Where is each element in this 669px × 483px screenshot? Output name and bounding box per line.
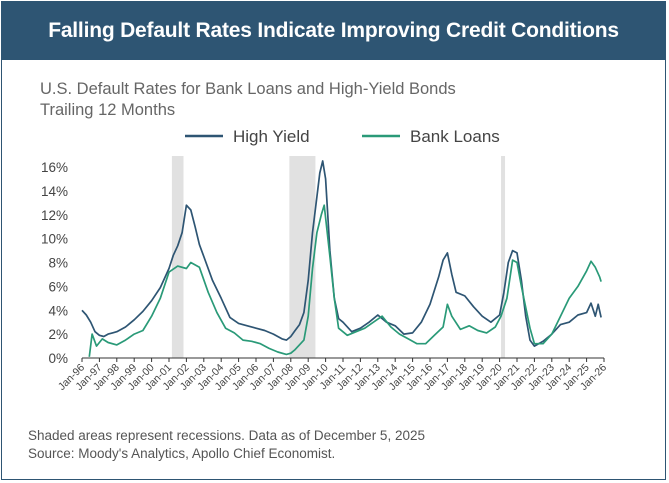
high-yield-line	[81, 160, 602, 347]
bank-loans-line	[88, 204, 602, 357]
chart-subtitle-line: Trailing 12 Months	[40, 101, 176, 119]
source-note: Source: Moody's Analytics, Apollo Chief …	[28, 446, 336, 461]
recession-band-3	[501, 156, 506, 358]
page-title: Falling Default Rates Indicate Improving…	[2, 2, 665, 60]
recession-band-2	[289, 156, 316, 358]
y-tick-label: 16%	[41, 160, 68, 175]
footnotes: Shaded areas represent recessions. Data …	[28, 427, 425, 463]
recession-band-1	[171, 156, 184, 358]
series-lines	[81, 160, 602, 357]
y-tick-label: 12%	[41, 208, 68, 223]
chart-title: U.S. Default Rates for Bank Loans and Hi…	[40, 80, 456, 98]
y-tick-label: 10%	[41, 232, 68, 247]
recession-bands	[171, 156, 506, 358]
legend-label-bank-loans: Bank Loans	[410, 127, 500, 146]
y-axis: 0% 2% 4% 6% 8% 10% 12% 14% 16%	[41, 160, 68, 366]
y-tick-label: 0%	[48, 351, 68, 366]
recession-note: Shaded areas represent recessions. Data …	[28, 428, 425, 443]
y-tick-label: 2%	[48, 327, 68, 342]
x-axis: Jan-96Jan-97Jan-98Jan-99Jan-00Jan-01Jan-…	[56, 357, 609, 393]
y-tick-label: 14%	[41, 184, 68, 199]
legend-label-high-yield: High Yield	[233, 127, 310, 146]
y-tick-label: 6%	[48, 279, 68, 294]
legend: High Yield Bank Loans	[185, 127, 500, 146]
chart-subtitle: U.S. Default Rates for Bank Loans and Hi…	[40, 79, 456, 121]
y-tick-label: 4%	[48, 303, 68, 318]
y-tick-label: 8%	[48, 256, 68, 271]
